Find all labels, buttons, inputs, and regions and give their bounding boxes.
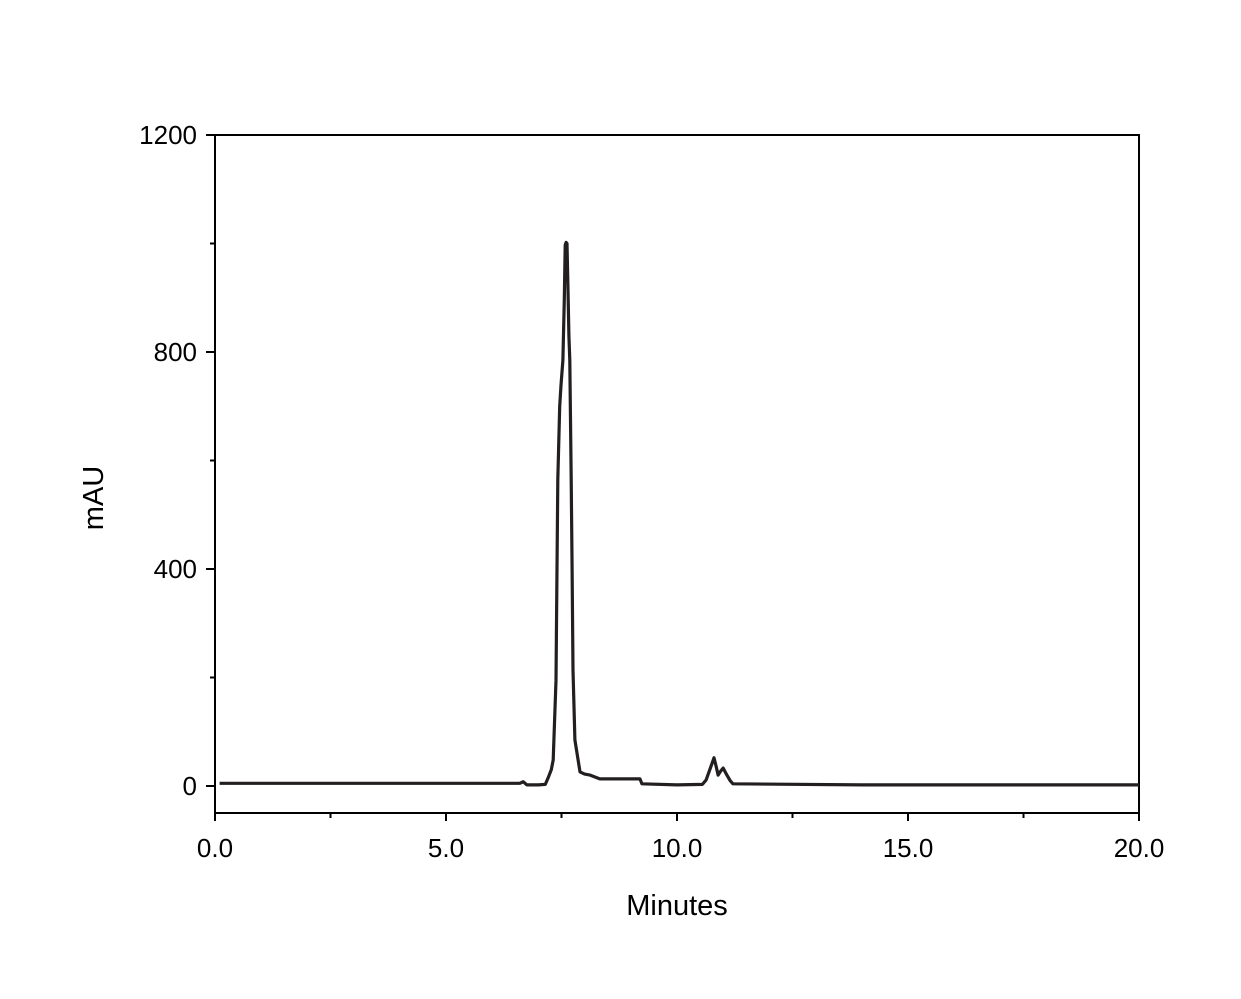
x-tick-label: 15.0 bbox=[883, 833, 934, 863]
x-tick-label: 5.0 bbox=[428, 833, 464, 863]
y-axis-label: mAU bbox=[78, 466, 110, 530]
y-tick-label: 400 bbox=[154, 554, 197, 584]
y-tick-label: 800 bbox=[154, 337, 197, 367]
chromatogram-trace bbox=[219, 240, 1139, 787]
x-axis-label: Minutes bbox=[626, 890, 728, 922]
x-tick-label: 0.0 bbox=[197, 833, 233, 863]
ticks: 0.0 5.0 10.0 15.0 20.0 0 400 800 1200 bbox=[139, 120, 1164, 863]
plot-frame bbox=[214, 134, 1140, 814]
plot-area bbox=[219, 240, 1139, 787]
x-tick-label: 10.0 bbox=[652, 833, 703, 863]
y-tick-label: 0 bbox=[183, 771, 197, 801]
x-tick-label: 20.0 bbox=[1114, 833, 1165, 863]
y-tick-label: 1200 bbox=[139, 120, 197, 150]
axes bbox=[214, 134, 1140, 814]
